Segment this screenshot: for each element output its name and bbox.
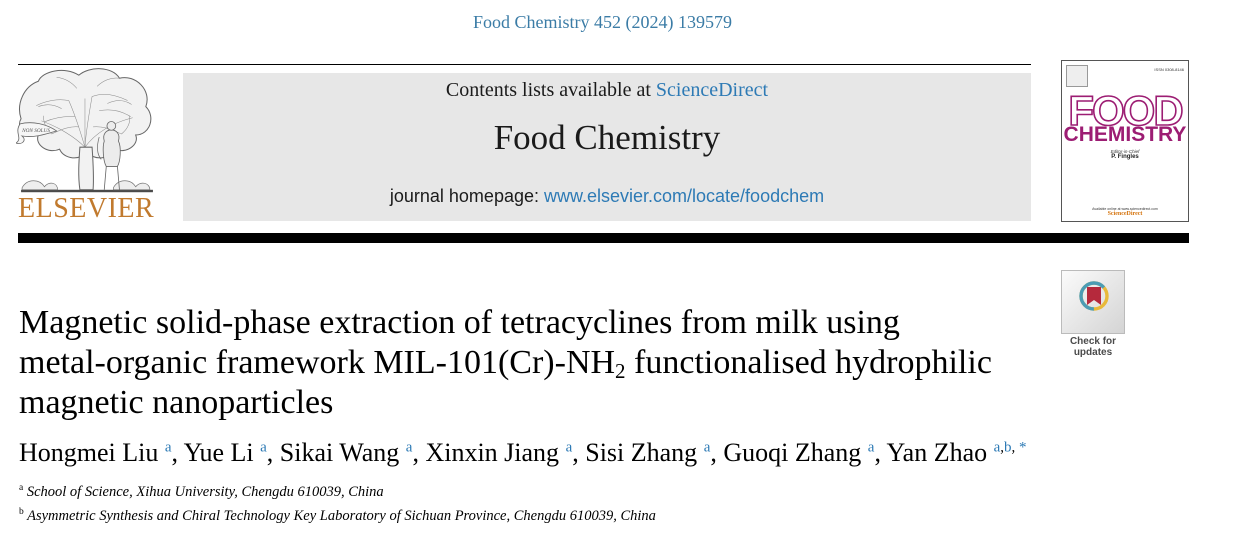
svg-text:NON SOLUS: NON SOLUS (21, 128, 50, 134)
